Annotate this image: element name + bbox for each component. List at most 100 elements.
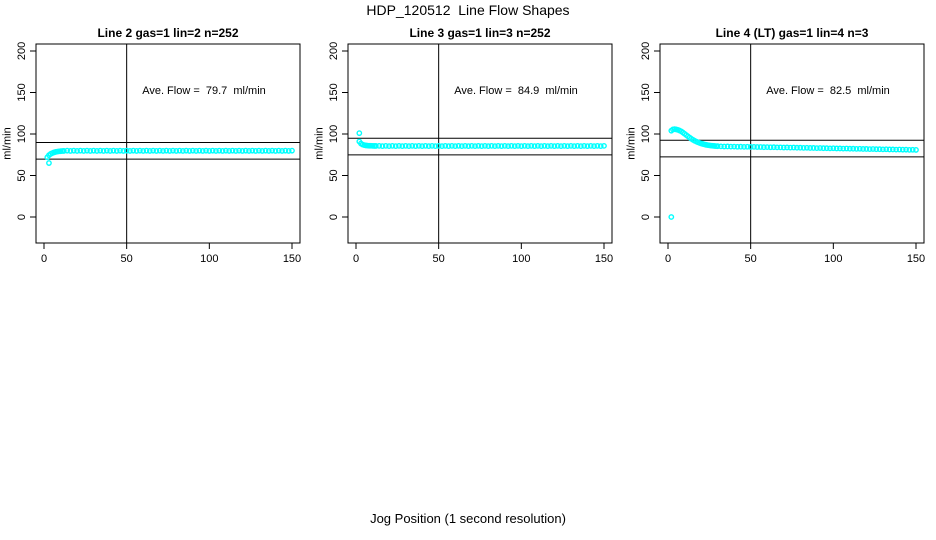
data-point — [541, 142, 548, 149]
data-point — [173, 148, 180, 154]
y-tick-label: 150 — [640, 83, 652, 101]
data-point — [830, 145, 837, 152]
data-point — [242, 147, 249, 154]
data-point — [751, 143, 757, 150]
data-point — [415, 142, 422, 149]
data-point — [591, 143, 597, 150]
data-point — [491, 143, 498, 150]
data-point — [170, 147, 176, 154]
data-point — [515, 142, 521, 149]
data-point — [734, 143, 741, 150]
data-point — [744, 143, 751, 150]
data-point — [229, 147, 236, 154]
data-point — [817, 145, 824, 151]
data-point — [120, 148, 127, 154]
data-point — [143, 147, 150, 154]
data-point — [189, 147, 196, 154]
data-point — [827, 145, 833, 152]
data-point — [747, 144, 754, 150]
data-point — [396, 142, 402, 149]
y-tick-label: 200 — [328, 42, 340, 60]
data-point — [74, 148, 80, 154]
data-point — [534, 142, 541, 149]
data-point — [429, 142, 435, 149]
data-point — [209, 147, 216, 154]
data-point — [764, 144, 771, 151]
data-point — [846, 145, 853, 152]
plot-box — [347, 43, 613, 244]
data-point — [222, 147, 229, 154]
data-point — [741, 143, 747, 150]
data-point — [252, 148, 259, 154]
data-point — [528, 142, 535, 149]
data-point — [807, 145, 814, 151]
data-point — [256, 147, 262, 154]
data-point — [113, 148, 120, 154]
data-point — [133, 148, 140, 154]
data-point — [265, 148, 272, 154]
x-tick-label: 0 — [41, 253, 47, 265]
data-point — [186, 148, 193, 154]
data-point — [87, 148, 94, 154]
data-point — [909, 146, 916, 153]
data-point — [90, 147, 97, 154]
data-point — [581, 142, 588, 149]
data-point — [757, 144, 764, 150]
x-tick-label: 150 — [595, 253, 613, 265]
avg-flow-annotation-line4: Ave. Flow = 82.5 ml/min — [766, 85, 890, 97]
data-point — [482, 142, 488, 149]
data-point — [850, 145, 857, 152]
data-point — [478, 143, 485, 150]
data-point — [445, 143, 452, 150]
data-point — [282, 147, 289, 154]
data-point — [564, 143, 571, 150]
subplot-title-line2: Line 2 gas=1 lin=2 n=252 — [97, 26, 239, 40]
data-point — [275, 147, 282, 154]
data-point — [531, 143, 538, 150]
data-point — [903, 146, 909, 153]
data-point — [737, 143, 744, 150]
data-point — [488, 142, 495, 149]
data-point — [544, 143, 551, 150]
data-point — [597, 143, 604, 150]
data-point — [784, 144, 790, 151]
data-point — [435, 142, 442, 149]
data-point — [468, 142, 475, 149]
data-point — [386, 143, 392, 150]
data-point — [584, 143, 591, 150]
data-point — [123, 147, 130, 154]
data-point — [64, 147, 71, 154]
data-point — [803, 144, 810, 151]
data-point — [587, 142, 594, 149]
y-tick-label: 200 — [640, 42, 652, 60]
data-point — [475, 142, 482, 149]
data-point — [246, 148, 252, 154]
data-point — [866, 146, 873, 153]
y-tick-label: 0 — [328, 214, 340, 220]
data-point — [442, 142, 449, 149]
data-point — [568, 142, 574, 149]
data-point — [886, 146, 893, 153]
data-point — [721, 143, 728, 150]
data-point — [880, 146, 886, 153]
data-point — [289, 147, 295, 154]
data-point — [379, 143, 386, 150]
x-tick-label: 100 — [200, 253, 218, 265]
data-point — [439, 143, 445, 150]
data-point — [402, 142, 409, 149]
data-point — [372, 143, 379, 149]
data-point — [485, 143, 492, 150]
plot-box — [659, 43, 925, 244]
x-tick-label: 50 — [121, 253, 133, 265]
data-point — [452, 143, 459, 150]
data-point — [554, 142, 561, 149]
data-point — [767, 144, 774, 151]
data-point — [269, 147, 276, 154]
data-point — [146, 148, 153, 154]
data-point — [548, 142, 554, 149]
data-point — [521, 142, 528, 149]
data-point — [206, 148, 213, 154]
y-tick-label: 100 — [16, 125, 28, 143]
